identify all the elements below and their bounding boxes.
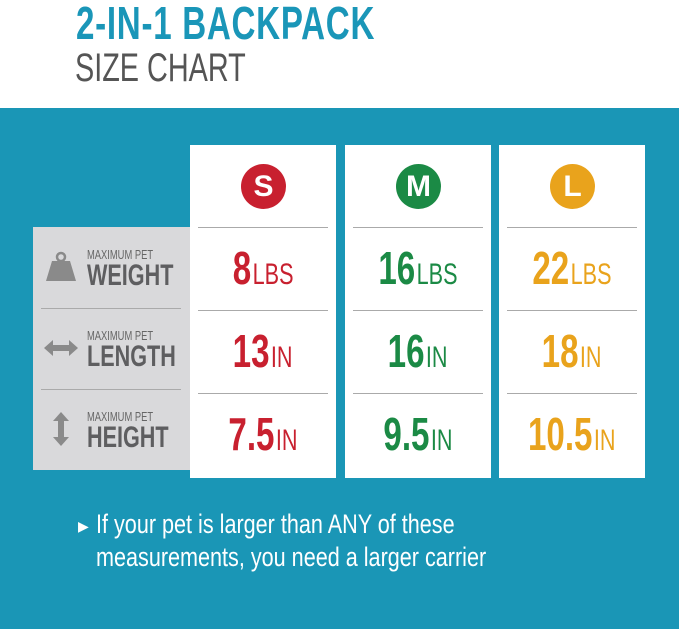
divider (507, 393, 637, 394)
divider (41, 308, 181, 309)
row-label-height: MAXIMUM PET HEIGHT (33, 389, 191, 470)
row-label: WEIGHT (87, 259, 174, 292)
row-sublabel: MAXIMUM PET (87, 409, 154, 424)
value-number: 7.5 (228, 408, 275, 460)
divider (353, 227, 483, 228)
row-label: LENGTH (87, 340, 176, 373)
divider (353, 310, 483, 311)
size-value: 10.5IN (499, 394, 645, 475)
row-sublabel: MAXIMUM PET (87, 247, 154, 262)
divider (353, 393, 483, 394)
chart-title: 2-IN-1 BACKPACK (76, 0, 376, 49)
size-badge: S (241, 164, 286, 209)
weight-icon (46, 251, 76, 281)
value-number: 18 (542, 325, 579, 377)
value-number: 10.5 (528, 408, 593, 460)
value-number: 9.5 (383, 408, 430, 460)
value-unit: IN (430, 424, 453, 457)
divider (507, 227, 637, 228)
value-unit: IN (580, 341, 602, 374)
size-column-large: L 22LBS 18IN 10.5IN (499, 145, 645, 478)
row-label-length: MAXIMUM PET LENGTH (33, 308, 191, 389)
vertical-arrow-icon (53, 412, 69, 446)
triangle-bullet-icon: ▶ (78, 518, 89, 534)
value-number: 13 (233, 325, 270, 377)
note-text: If your pet is larger than ANY of these … (96, 509, 487, 572)
value-unit: LBS (252, 258, 294, 291)
row-sublabel: MAXIMUM PET (87, 328, 154, 343)
divider (198, 227, 328, 228)
size-column-medium: M 16LBS 16IN 9.5IN (345, 145, 491, 478)
divider (198, 310, 328, 311)
value-number: 8 (232, 242, 252, 294)
value-unit: IN (271, 341, 293, 374)
value-unit: IN (594, 424, 616, 457)
size-value: 13IN (190, 311, 336, 392)
value-unit: LBS (416, 258, 458, 291)
chart-subtitle: SIZE CHART (75, 46, 246, 90)
size-value: 22LBS (499, 228, 645, 309)
size-value: 7.5IN (190, 394, 336, 475)
size-value: 18IN (499, 311, 645, 392)
size-badge: L (550, 164, 595, 209)
row-label: HEIGHT (87, 421, 169, 454)
divider (507, 310, 637, 311)
size-value: 8LBS (190, 228, 336, 309)
value-number: 16 (378, 242, 416, 294)
value-unit: IN (275, 424, 298, 457)
divider (198, 393, 328, 394)
divider (41, 389, 181, 390)
value-number: 16 (388, 325, 425, 377)
row-label-weight: MAXIMUM PET WEIGHT (33, 227, 191, 308)
value-unit: IN (426, 341, 448, 374)
horizontal-arrow-icon (44, 340, 78, 356)
size-value: 9.5IN (345, 394, 491, 475)
value-number: 22 (532, 242, 570, 294)
size-column-small: S 8LBS 13IN 7.5IN (190, 145, 336, 478)
size-badge: M (396, 164, 441, 209)
row-labels-panel: MAXIMUM PET WEIGHT MAXIMUM PET LENGTH MA… (33, 227, 191, 470)
value-unit: LBS (570, 258, 612, 291)
size-value: 16LBS (345, 228, 491, 309)
size-value: 16IN (345, 311, 491, 392)
